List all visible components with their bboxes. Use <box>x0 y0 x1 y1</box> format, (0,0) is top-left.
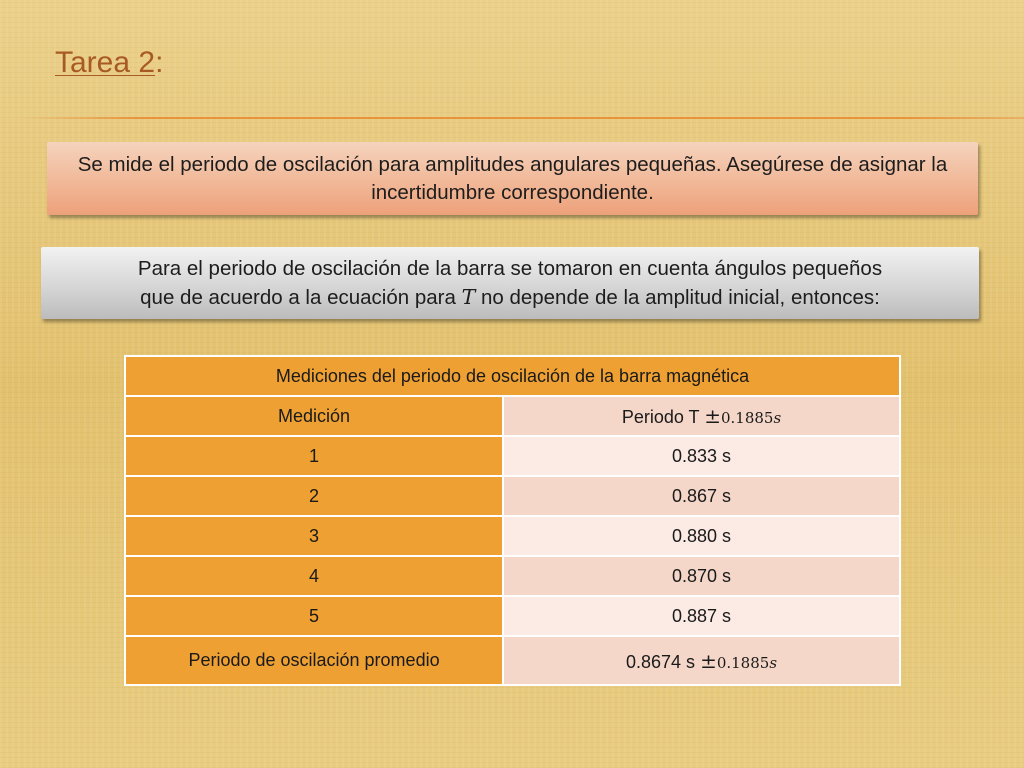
period-column-header: Periodo T ±0.1885s <box>502 395 901 437</box>
explanation-line-1: Para el periodo de oscilación de la barr… <box>137 256 883 280</box>
plus-minus-sign: ± <box>700 648 717 673</box>
period-uncertainty: ±0.1885s <box>704 404 782 428</box>
explanation-line-2: que de acuerdo a la ecuación para T no d… <box>140 283 880 312</box>
table-row: 3 0.880 s <box>123 515 901 557</box>
explanation-line-2-start: que de acuerdo a la ecuación para <box>140 285 462 309</box>
period-variable: T <box>461 284 476 309</box>
period-value: 0.870 s <box>502 555 901 597</box>
period-header-text: Periodo T <box>621 407 705 427</box>
slide-title: Tarea 2: <box>55 46 163 80</box>
uncertainty-value: 0.1885 <box>720 409 774 427</box>
table-row: 5 0.887 s <box>123 595 901 637</box>
title-suffix: : <box>155 46 164 79</box>
explanation-callout: Para el periodo de oscilación de la barr… <box>41 247 979 319</box>
uncertainty-unit: s <box>769 653 778 672</box>
instruction-text: Se mide el periodo de oscilación para am… <box>77 152 948 204</box>
period-value: 0.887 s <box>502 595 901 637</box>
measurement-column-header: Medición <box>123 395 505 437</box>
measurements-table: Mediciones del periodo de oscilación de … <box>123 355 901 686</box>
period-value: 0.833 s <box>502 435 901 477</box>
plus-minus-sign: ± <box>704 404 721 428</box>
instruction-callout: Se mide el periodo de oscilación para am… <box>47 142 978 215</box>
uncertainty-value: 0.1885 <box>716 653 770 672</box>
measurement-number: 4 <box>123 555 505 597</box>
average-label: Periodo de oscilación promedio <box>123 635 505 686</box>
average-row: Periodo de oscilación promedio 0.8674 s … <box>123 635 901 686</box>
period-value: 0.880 s <box>502 515 901 557</box>
measurement-number: 3 <box>123 515 505 557</box>
table-row: 4 0.870 s <box>123 555 901 597</box>
average-value: 0.8674 s ±0.1885s <box>502 635 901 686</box>
measurement-number: 1 <box>123 435 505 477</box>
table-row: 2 0.867 s <box>123 475 901 517</box>
measurement-number: 5 <box>123 595 505 637</box>
measurement-number: 2 <box>123 475 505 517</box>
table-header-row: Medición Periodo T ±0.1885s <box>123 395 901 437</box>
table-row: 1 0.833 s <box>123 435 901 477</box>
table-title: Mediciones del periodo de oscilación de … <box>124 355 901 397</box>
title-divider <box>20 117 1024 119</box>
average-uncertainty: ±0.1885s <box>700 649 778 673</box>
uncertainty-unit: s <box>773 409 782 427</box>
title-link[interactable]: Tarea 2 <box>55 46 156 79</box>
period-value: 0.867 s <box>502 475 901 517</box>
explanation-line-2-end: no depende de la amplitud inicial, enton… <box>475 285 880 309</box>
average-value-text: 0.8674 s <box>626 651 701 672</box>
